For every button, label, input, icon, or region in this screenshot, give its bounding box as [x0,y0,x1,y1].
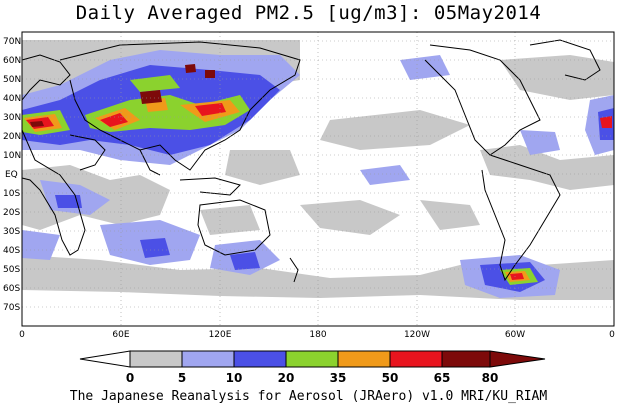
lat-label: 50N [3,75,21,85]
colorbar-swatch [233,350,287,368]
colorbar-tick: 80 [482,371,499,385]
lat-label: 20N [3,132,21,142]
colorbar-swatch [389,350,443,368]
lon-label: 120W [404,330,430,340]
lat-label: 30S [3,227,20,237]
lat-label: 30N [3,113,21,123]
colorbar-swatch [441,350,491,368]
lon-label: 120E [209,330,232,340]
lat-label: 40S [3,246,20,256]
lat-label: 60S [3,284,20,294]
lon-label: 60W [505,330,525,340]
map-title: Daily Averaged PM2.5 [ug/m3]: 05May2014 [75,2,542,24]
lon-label: 60E [112,330,129,340]
lat-label: 70S [3,303,20,313]
lat-label: 20S [3,208,20,218]
colorbar-swatch [285,350,339,368]
longitude-axis: 0 60E 120E 180 120W 60W 0 [19,330,615,340]
colorbar-ticks: 0 5 10 20 35 50 65 80 [126,371,499,385]
colorbar-tick: 5 [178,371,186,385]
colorbar-swatch [337,350,391,368]
colorbar-tick: 20 [278,371,295,385]
latitude-axis: 70N 60N 50N 40N 30N 20N 10N EQ 10S 20S 3… [3,37,21,313]
caption: The Japanese Reanalysis for Aerosol (JRA… [69,389,548,404]
colorbar-swatch [181,350,235,368]
lat-label: 10S [3,189,20,199]
colorbar-tick: 50 [382,371,399,385]
lon-label: 0 [19,330,25,340]
lat-label: 40N [3,94,21,104]
colorbar-tick: 35 [330,371,347,385]
map-frame [21,31,615,327]
gridlines [22,32,614,326]
colorbar-tick: 10 [226,371,243,385]
colorbar-low-arrow [79,350,131,368]
lat-label: 10N [3,151,21,161]
colorbar-high-arrow [489,350,546,368]
lat-label: 70N [3,37,21,47]
colorbar-tick: 0 [126,371,134,385]
lat-label: 50S [3,265,20,275]
lon-label: 0 [609,330,615,340]
colorbar-tick: 65 [434,371,451,385]
lon-label: 180 [309,330,326,340]
colorbar-swatch [129,350,183,368]
lat-label: 60N [3,56,21,66]
lat-label: EQ [5,170,18,180]
colorbar [79,350,546,368]
